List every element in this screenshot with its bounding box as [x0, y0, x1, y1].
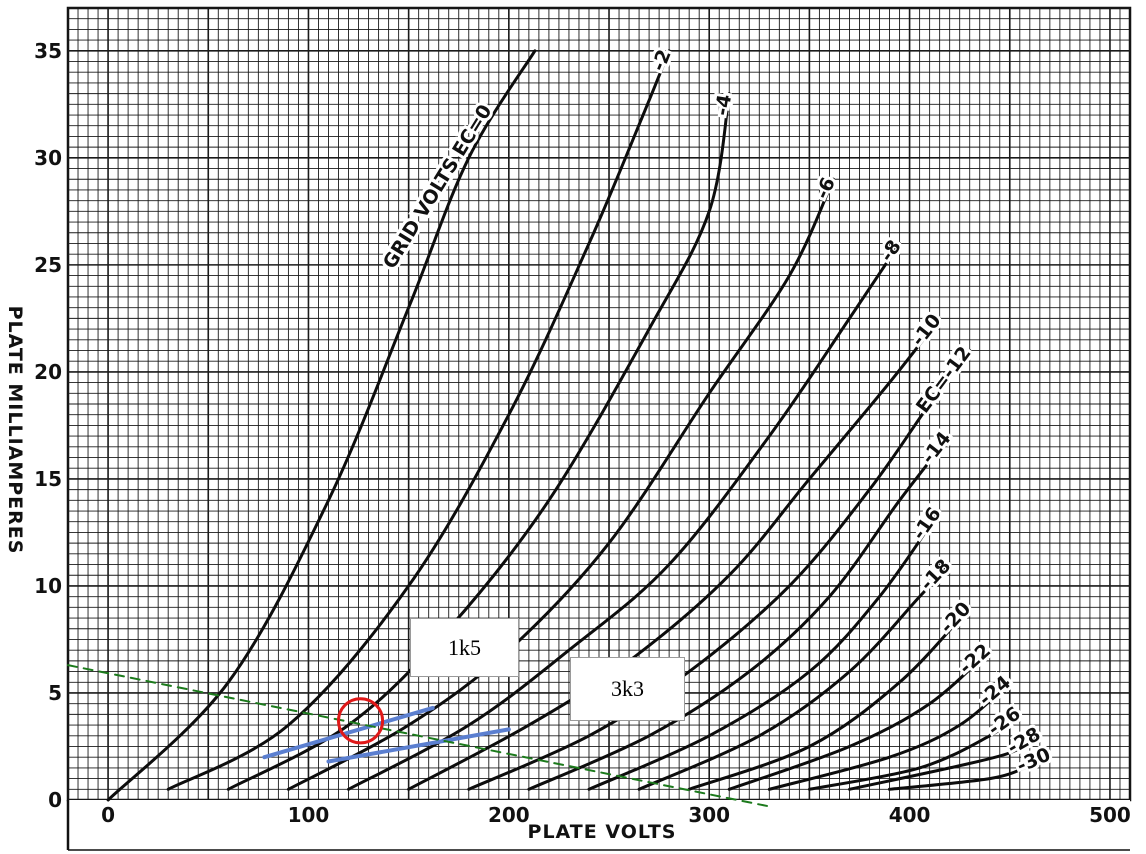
curve--4 [226, 92, 731, 791]
operating-point-circle [337, 697, 385, 745]
curve--28 [848, 734, 1042, 791]
y-tick-label: 15 [34, 467, 62, 491]
y-tick-label: 35 [34, 39, 62, 63]
annotation-1k5-text: 1k5 [448, 634, 481, 660]
curve--30 [888, 755, 1052, 791]
curve-GRID VOLTS EC=0 [106, 49, 537, 802]
curve-EC=-12 [467, 349, 972, 791]
y-tick-label: 30 [34, 146, 62, 170]
overlay-lines [67, 664, 771, 808]
curve--20 [687, 605, 972, 791]
x-tick-label: 0 [101, 803, 115, 827]
curve-label--4: -4 [711, 93, 736, 118]
curve--14 [527, 434, 952, 791]
grid-voltage-curves [106, 49, 1052, 802]
curve--26 [807, 712, 1022, 791]
y-tick-label: 5 [48, 681, 62, 705]
curve--18 [637, 563, 952, 791]
curve--10 [407, 316, 942, 791]
annotation-3k3-text: 3k3 [611, 676, 644, 701]
load-line-1 [326, 727, 511, 764]
x-tick-label: 100 [288, 803, 330, 827]
y-tick-label: 0 [48, 788, 62, 812]
curve--6 [286, 177, 835, 791]
curve--22 [727, 648, 992, 791]
x-axis-label: PLATE VOLTS [528, 821, 677, 843]
x-tick-label: 500 [1089, 803, 1131, 827]
y-axis-label: PLATE MILLIAMPERES [4, 306, 26, 555]
y-tick-label: 10 [34, 574, 62, 598]
curve--8 [347, 242, 902, 791]
annotation-1k5: 1k5 [410, 618, 519, 677]
x-tick-label: 300 [688, 803, 730, 827]
x-tick-label: 200 [488, 803, 530, 827]
x-axis-strip [68, 800, 1130, 850]
y-tick-label: 20 [34, 360, 62, 384]
chart-grid [66, 6, 1132, 802]
tick-labels: 0 100 200 300 400 500 0 5 10 15 20 25 30 35 [34, 39, 1131, 827]
x-tick-label: 400 [889, 803, 931, 827]
chart-axes [66, 800, 1130, 851]
load-line-0 [262, 705, 435, 760]
annotation-3k3: 3k3 [570, 657, 685, 721]
load-line-dashed-2 [67, 664, 771, 808]
y-tick-label: 25 [34, 253, 62, 277]
curve--2 [166, 49, 671, 791]
curve--24 [767, 680, 1012, 791]
curve--16 [587, 509, 942, 791]
